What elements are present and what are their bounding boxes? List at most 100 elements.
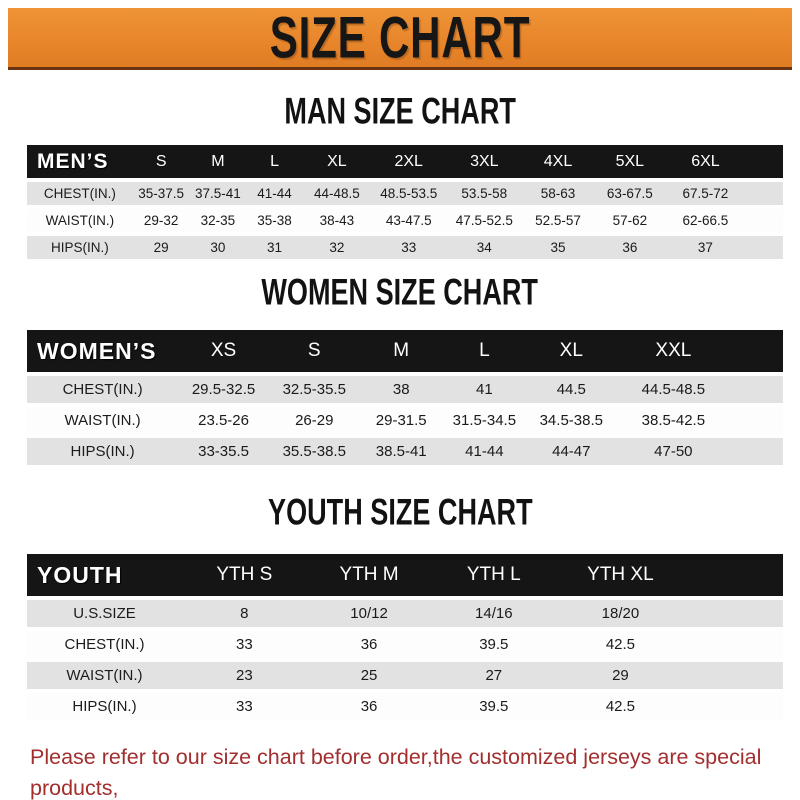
row-label: WAIST(IN.) [66, 667, 143, 684]
size-value-cell: 23 [235, 667, 253, 684]
size-value-cell: 18/20 [601, 605, 640, 622]
size-value-cell: 43-47.5 [385, 213, 432, 228]
size-value-cell: 33-35.5 [198, 443, 249, 460]
row-label: CHEST(IN.) [43, 186, 116, 201]
row-label: HIPS(IN.) [72, 698, 137, 715]
size-value-cell: 62-66.5 [682, 213, 729, 228]
size-value-cell: 63-67.5 [606, 186, 653, 201]
size-column-header: XXL [616, 330, 731, 372]
cell-filler [685, 662, 783, 689]
size-column-header: 5XL [593, 145, 666, 178]
size-value-cell: 35-37.5 [138, 186, 185, 201]
size-value-cell: 39.5 [479, 698, 509, 715]
size-value-cell: 14/16 [475, 605, 513, 622]
size-column-header: S [132, 145, 190, 178]
size-value-cell: 38 [392, 381, 410, 398]
row-label: CHEST(IN.) [64, 636, 145, 653]
size-value-cell: 44.5-48.5 [641, 381, 706, 398]
size-column-header: 4XL [522, 145, 594, 178]
size-value-cell: 32 [329, 240, 345, 255]
size-value-cell: 34 [476, 240, 492, 255]
size-column-header: L [442, 330, 526, 372]
size-value-cell: 44-47 [552, 443, 591, 460]
size-column-header: YTH XL [556, 554, 685, 596]
man-section-heading: MAN SIZE CHART [0, 89, 800, 135]
size-value-cell: 53.5-58 [461, 186, 508, 201]
size-value-cell: 37.5-41 [194, 186, 241, 201]
size-value-cell: 27 [485, 667, 503, 684]
size-value-cell: 47-50 [654, 443, 693, 460]
size-value-cell: 58-63 [540, 186, 576, 201]
size-value-cell: 30 [210, 240, 226, 255]
size-value-cell: 35.5-38.5 [282, 443, 346, 460]
size-value-cell: 35 [550, 240, 566, 255]
size-value-cell: 23.5-26 [198, 412, 249, 429]
women-chest-row: CHEST(IN.) 29.5-32.5 32.5-35.5 38 41 44.… [27, 376, 783, 403]
size-column-header: M [189, 145, 247, 178]
women-size-table: WOMEN’S XS S M L XL XXL CHEST(IN.) 29.5-… [27, 326, 783, 469]
row-label: WAIST(IN.) [45, 213, 115, 228]
size-value-cell: 41-44 [465, 443, 504, 460]
size-value-cell: 10/12 [350, 605, 388, 622]
men-table-corner-label: MEN’S [27, 145, 133, 178]
size-value-cell: 42.5 [605, 698, 636, 715]
size-value-cell: 41-44 [257, 186, 292, 201]
cell-filler [745, 209, 783, 232]
size-chart-banner: SIZE CHART [8, 5, 792, 70]
size-value-cell: 57-62 [612, 213, 648, 228]
youth-size-table: YOUTH YTH S YTH M YTH L YTH XL U.S.SIZE … [27, 550, 783, 724]
size-value-cell: 47.5-52.5 [455, 213, 513, 228]
size-value-cell: 48.5-53.5 [380, 186, 438, 201]
size-column-header: 2XL [370, 145, 447, 178]
size-value-cell: 29-32 [143, 213, 179, 228]
size-value-cell: 38.5-41 [375, 443, 427, 460]
size-value-cell: 36 [360, 636, 378, 653]
youth-hips-row: HIPS(IN.) 33 36 39.5 42.5 [27, 693, 783, 720]
size-value-cell: 37 [697, 240, 713, 255]
cell-filler [730, 438, 783, 465]
size-value-cell: 42.5 [605, 636, 636, 653]
man-section-heading-text: MAN SIZE CHART [284, 89, 516, 132]
size-column-header: YTH M [306, 554, 432, 596]
size-value-cell: 41 [476, 381, 493, 398]
cell-filler [685, 600, 783, 627]
men-chest-row: CHEST(IN.) 35-37.5 37.5-41 41-44 44-48.5… [27, 182, 783, 205]
size-value-cell: 32.5-35.5 [282, 381, 346, 398]
size-column-header: XL [302, 145, 371, 178]
size-column-header: S [268, 330, 360, 372]
row-label: HIPS(IN.) [51, 240, 109, 255]
men-size-table: MEN’S S M L XL 2XL 3XL 4XL 5XL 6XL CHEST… [27, 141, 783, 263]
size-value-cell: 29.5-32.5 [191, 381, 256, 398]
youth-table-corner-label: YOUTH [27, 554, 182, 596]
size-column-header: M [359, 330, 443, 372]
size-value-cell: 39.5 [479, 636, 509, 653]
cell-filler [745, 182, 783, 205]
youth-waist-row: WAIST(IN.) 23 25 27 29 [27, 662, 783, 689]
cell-filler [730, 376, 783, 403]
size-value-cell: 36 [622, 240, 638, 255]
column-filler [684, 554, 783, 596]
row-label: HIPS(IN.) [70, 443, 135, 460]
size-value-cell: 33 [235, 636, 253, 653]
women-section-heading: WOMEN SIZE CHART [0, 272, 800, 316]
size-value-cell: 52.5-57 [535, 213, 581, 228]
size-column-header: YTH S [181, 554, 307, 596]
size-value-cell: 44.5 [556, 381, 586, 398]
row-label: U.S.SIZE [73, 605, 136, 622]
size-column-header: 3XL [446, 145, 523, 178]
cell-filler [730, 407, 783, 434]
youth-ussize-row: U.S.SIZE 8 10/12 14/16 18/20 [27, 600, 783, 627]
women-table-corner-label: WOMEN’S [27, 330, 179, 372]
size-value-cell: 8 [240, 605, 249, 622]
size-value-cell: 25 [360, 667, 378, 684]
size-chart-banner-title: SIZE CHART [269, 5, 531, 70]
column-filler [745, 145, 783, 178]
size-value-cell: 29-31.5 [375, 412, 427, 429]
size-column-header: L [246, 145, 303, 178]
size-value-cell: 38-43 [319, 213, 355, 228]
size-value-cell: 35-38 [257, 213, 292, 228]
size-value-cell: 33 [235, 698, 253, 715]
cell-filler [685, 693, 783, 720]
youth-header-bar: YOUTH YTH S YTH M YTH L YTH XL [27, 554, 783, 596]
size-value-cell: 32-35 [200, 213, 236, 228]
